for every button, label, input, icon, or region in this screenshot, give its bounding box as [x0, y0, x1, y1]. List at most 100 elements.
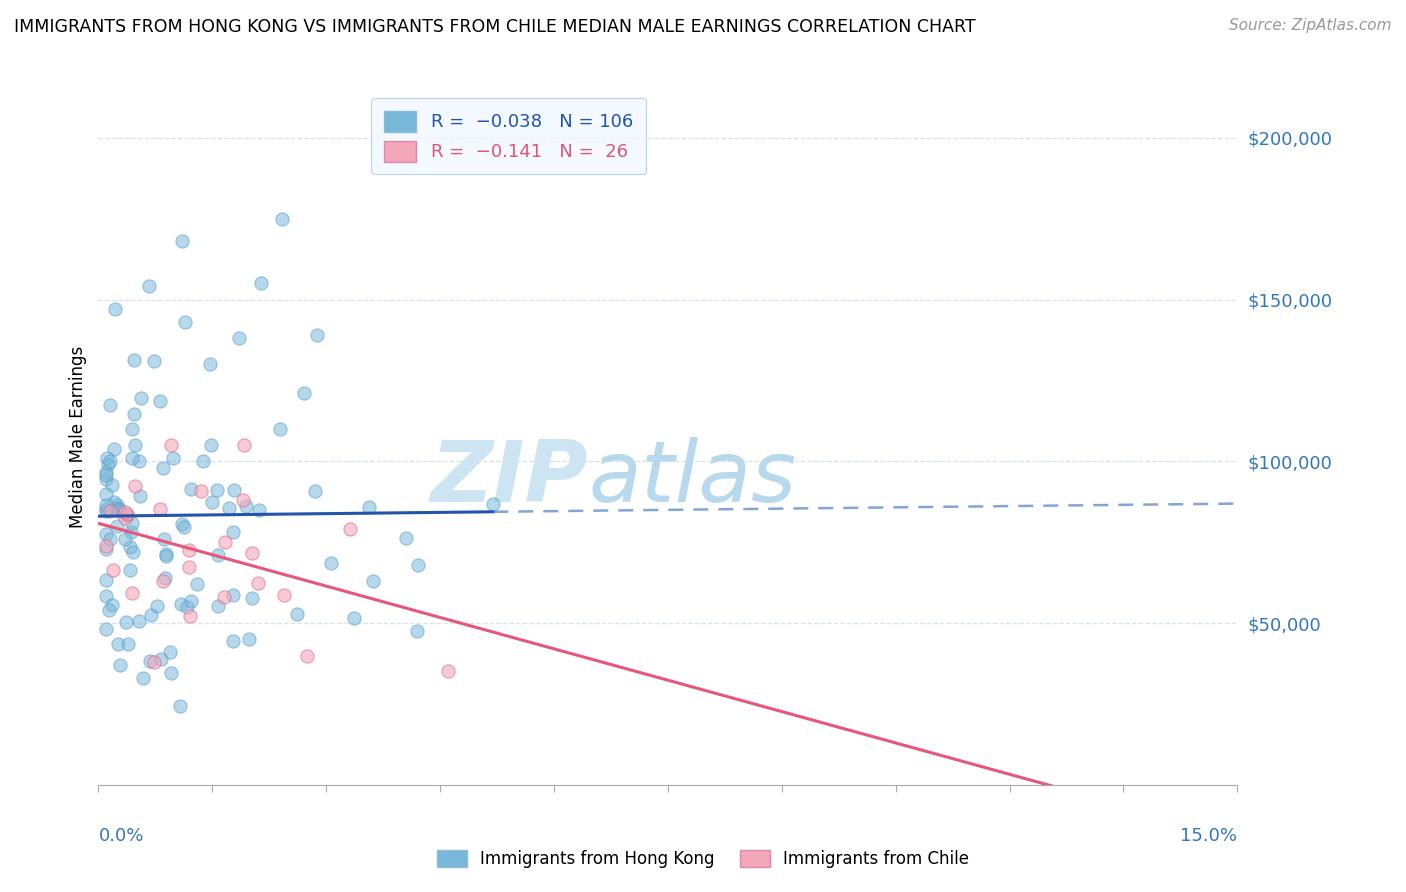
- Point: [94, 499, 117, 513]
- Point: [186, 577, 208, 591]
- Point: [179, 609, 201, 624]
- Point: [145, 599, 167, 614]
- Point: [222, 588, 245, 602]
- Point: [152, 574, 174, 588]
- Point: [406, 558, 429, 572]
- Point: [152, 460, 174, 475]
- Y-axis label: Median Male Earnings: Median Male Earnings: [69, 346, 87, 528]
- Point: [170, 235, 193, 249]
- Legend: Immigrants from Hong Kong, Immigrants from Chile: Immigrants from Hong Kong, Immigrants fr…: [430, 843, 976, 875]
- Point: [98, 453, 121, 467]
- Point: [118, 540, 141, 554]
- Point: [361, 574, 384, 589]
- Point: [101, 598, 124, 612]
- Point: [238, 632, 260, 647]
- Point: [155, 549, 177, 564]
- Point: [149, 501, 172, 516]
- Point: [149, 393, 172, 408]
- Point: [232, 492, 254, 507]
- Point: [139, 654, 162, 668]
- Point: [405, 624, 427, 639]
- Point: [117, 637, 139, 651]
- Point: [124, 479, 146, 493]
- Point: [190, 483, 212, 498]
- Point: [114, 532, 136, 546]
- Point: [128, 614, 150, 628]
- Point: [121, 421, 143, 435]
- Point: [108, 657, 131, 672]
- Point: [285, 607, 308, 622]
- Text: 15.0%: 15.0%: [1180, 827, 1237, 845]
- Point: [94, 472, 117, 486]
- Point: [170, 597, 193, 611]
- Point: [394, 531, 416, 545]
- Point: [103, 495, 125, 509]
- Point: [149, 652, 172, 666]
- Point: [172, 516, 194, 531]
- Point: [94, 622, 117, 636]
- Point: [304, 483, 326, 498]
- Point: [114, 615, 136, 629]
- Point: [94, 468, 117, 483]
- Point: [218, 501, 240, 516]
- Point: [94, 542, 117, 557]
- Point: [200, 357, 222, 371]
- Point: [98, 504, 121, 518]
- Point: [124, 438, 146, 452]
- Point: [121, 450, 143, 465]
- Point: [94, 527, 117, 541]
- Point: [121, 586, 143, 600]
- Point: [94, 487, 117, 501]
- Point: [98, 398, 121, 412]
- Point: [138, 278, 160, 293]
- Point: [162, 450, 184, 465]
- Point: [118, 563, 141, 577]
- Point: [132, 671, 155, 685]
- Point: [270, 211, 292, 226]
- Point: [94, 504, 117, 518]
- Point: [122, 353, 145, 368]
- Point: [153, 532, 176, 546]
- Point: [105, 518, 128, 533]
- Point: [103, 442, 125, 456]
- Point: [159, 666, 181, 681]
- Point: [193, 454, 215, 468]
- Point: [207, 548, 229, 562]
- Point: [121, 545, 143, 559]
- Point: [222, 634, 245, 648]
- Point: [128, 454, 150, 468]
- Point: [142, 354, 165, 368]
- Point: [155, 547, 177, 561]
- Point: [101, 563, 124, 577]
- Point: [242, 591, 264, 605]
- Point: [319, 556, 342, 570]
- Point: [114, 505, 136, 519]
- Point: [173, 315, 195, 329]
- Point: [117, 508, 139, 523]
- Point: [142, 655, 165, 669]
- Point: [180, 482, 202, 496]
- Text: ZIP: ZIP: [430, 437, 588, 520]
- Point: [235, 500, 257, 514]
- Point: [200, 438, 222, 452]
- Point: [94, 502, 117, 516]
- Point: [129, 489, 152, 503]
- Point: [124, 407, 146, 421]
- Point: [201, 495, 224, 509]
- Point: [240, 546, 263, 560]
- Text: atlas: atlas: [588, 437, 796, 520]
- Point: [224, 483, 246, 498]
- Point: [97, 457, 120, 471]
- Point: [121, 524, 143, 539]
- Point: [155, 571, 177, 585]
- Point: [339, 522, 361, 536]
- Point: [297, 648, 319, 663]
- Point: [107, 636, 129, 650]
- Point: [117, 507, 139, 521]
- Point: [207, 599, 229, 614]
- Point: [97, 602, 120, 616]
- Point: [292, 386, 315, 401]
- Point: [176, 600, 198, 615]
- Point: [177, 542, 200, 557]
- Point: [94, 466, 117, 480]
